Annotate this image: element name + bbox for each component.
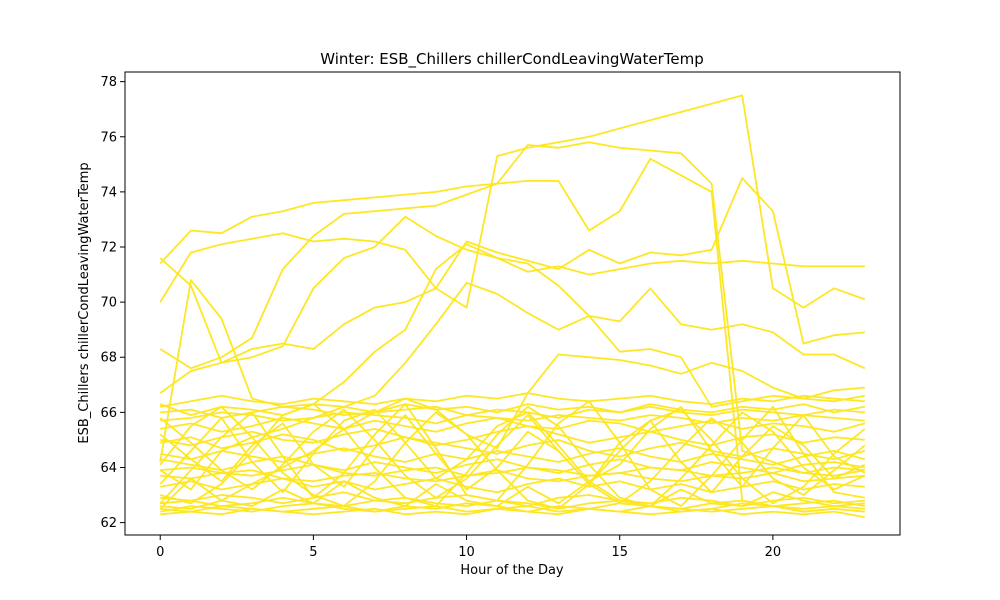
series-line-25 xyxy=(159,477,865,510)
series-line-2 xyxy=(159,177,865,364)
x-tick-label: 20 xyxy=(765,545,782,560)
series-line-20 xyxy=(160,491,865,508)
y-tick-label: 68 xyxy=(100,351,117,366)
plot-frame xyxy=(124,71,901,536)
y-axis-label: ESB_Chillers chillerCondLeavingWaterTemp xyxy=(77,162,92,443)
series-line-30 xyxy=(159,405,866,510)
y-tick-label: 70 xyxy=(100,296,117,311)
series-line-23 xyxy=(160,507,865,518)
series-lines xyxy=(159,94,866,518)
y-tick-label: 66 xyxy=(100,406,117,421)
series-line-15 xyxy=(160,447,866,466)
chart-title: Winter: ESB_Chillers chillerCondLeavingW… xyxy=(320,50,704,69)
x-tick-label: 0 xyxy=(156,545,164,560)
series-line-21 xyxy=(160,496,865,510)
y-tick-label: 64 xyxy=(100,461,117,476)
series-line-17 xyxy=(160,463,865,477)
series-line-1 xyxy=(159,94,866,309)
series-line-13 xyxy=(160,425,865,447)
series-line-12 xyxy=(160,416,866,433)
x-tick-label: 15 xyxy=(611,545,628,560)
y-tick-label: 62 xyxy=(100,516,117,531)
x-axis-ticks: 0 5 10 15 20 xyxy=(156,535,781,560)
y-tick-label: 78 xyxy=(100,75,117,90)
series-line-29 xyxy=(159,408,866,505)
series-line-6 xyxy=(159,281,866,491)
y-tick-label: 76 xyxy=(100,130,117,145)
y-tick-label: 72 xyxy=(100,241,117,256)
x-tick-label: 10 xyxy=(458,545,475,560)
series-line-16 xyxy=(160,455,865,474)
x-tick-label: 5 xyxy=(309,545,317,560)
series-line-4 xyxy=(159,215,865,394)
series-line-8 xyxy=(160,392,865,408)
series-line-26 xyxy=(159,414,866,494)
series-line-28 xyxy=(159,400,865,508)
series-line-11 xyxy=(159,403,865,417)
series-line-9 xyxy=(160,405,865,419)
series-line-3 xyxy=(159,141,865,474)
series-line-27 xyxy=(159,405,866,494)
x-axis-label: Hour of the Day xyxy=(460,563,564,578)
series-line-31 xyxy=(159,403,866,508)
series-line-5 xyxy=(159,243,865,463)
y-axis-ticks: 62 64 66 68 70 72 74 76 78 xyxy=(100,75,125,531)
y-tick-label: 74 xyxy=(100,185,117,200)
series-line-19 xyxy=(160,477,865,494)
series-line-18 xyxy=(160,469,865,483)
